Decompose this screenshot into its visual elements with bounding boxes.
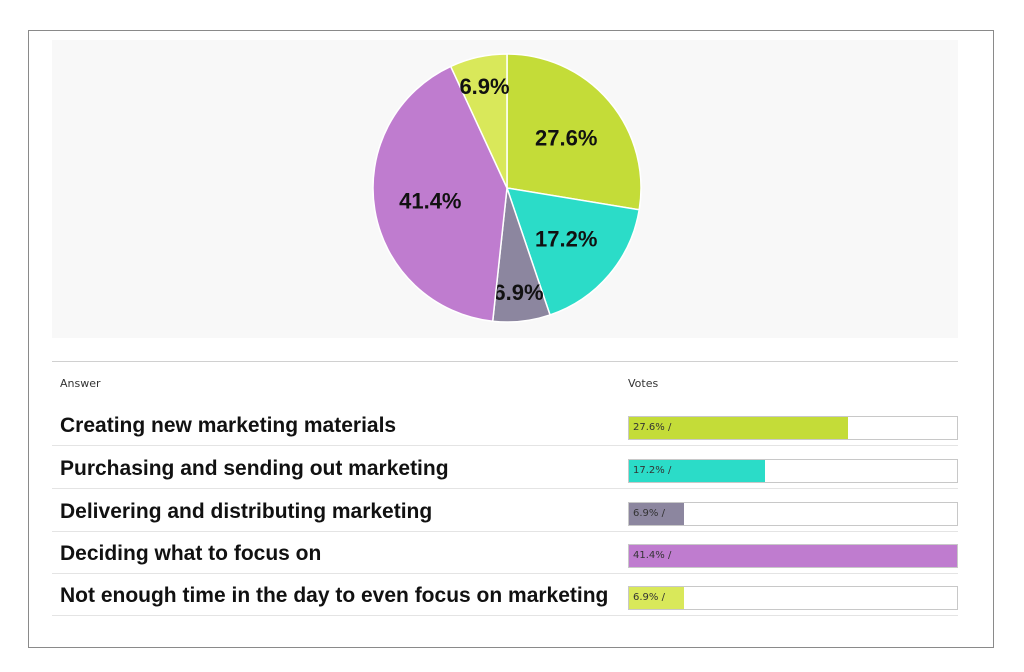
vote-bar: 6.9% / (628, 502, 958, 526)
pie-slice-label: 6.9% (493, 280, 543, 305)
vote-percent: 6.9% / (633, 508, 665, 519)
vote-bar: 27.6% / (628, 416, 958, 440)
pie-slice-label: 41.4% (399, 189, 461, 214)
pie-chart-panel: 27.6% 17.2% 6.9% 41.4% 6.9% (52, 40, 958, 338)
pie-slice-label: 17.2% (535, 226, 597, 251)
vote-percent: 17.2% / (633, 465, 672, 476)
vote-bar-fill (629, 587, 684, 609)
answer-column-header: Answer (60, 377, 101, 390)
result-row: Delivering and distributing marketing 6.… (52, 492, 958, 532)
pie-slice-label: 27.6% (535, 126, 597, 151)
vote-bar-fill (629, 545, 957, 567)
vote-percent: 27.6% / (633, 422, 672, 433)
vote-bar-fill (629, 460, 766, 482)
divider (52, 361, 958, 362)
pie-chart: 27.6% 17.2% 6.9% 41.4% 6.9% (372, 53, 642, 323)
vote-bar-fill (629, 417, 848, 439)
vote-percent: 41.4% / (633, 550, 672, 561)
result-row: Creating new marketing materials 27.6% / (52, 406, 958, 446)
answer-label: Deciding what to focus on (60, 542, 322, 565)
pie-slice (506, 53, 642, 211)
pie-slice (372, 65, 508, 323)
vote-bar: 17.2% / (628, 459, 958, 483)
pie-slice (505, 187, 641, 316)
vote-percent: 6.9% / (633, 592, 665, 603)
vote-bar: 6.9% / (628, 586, 958, 610)
answer-label: Purchasing and sending out marketing (60, 457, 449, 480)
votes-column-header: Votes (628, 377, 659, 390)
result-row: Purchasing and sending out marketing 17.… (52, 449, 958, 489)
pie-slice (449, 53, 508, 189)
result-row: Deciding what to focus on 41.4% / (52, 534, 958, 574)
result-row: Not enough time in the day to even focus… (52, 576, 958, 616)
answer-label: Delivering and distributing marketing (60, 500, 433, 523)
answer-label: Not enough time in the day to even focus… (60, 584, 609, 607)
vote-bar-fill (629, 503, 684, 525)
vote-bar: 41.4% / (628, 544, 958, 568)
answer-label: Creating new marketing materials (60, 414, 397, 437)
pie-slice-label: 6.9% (459, 74, 509, 99)
